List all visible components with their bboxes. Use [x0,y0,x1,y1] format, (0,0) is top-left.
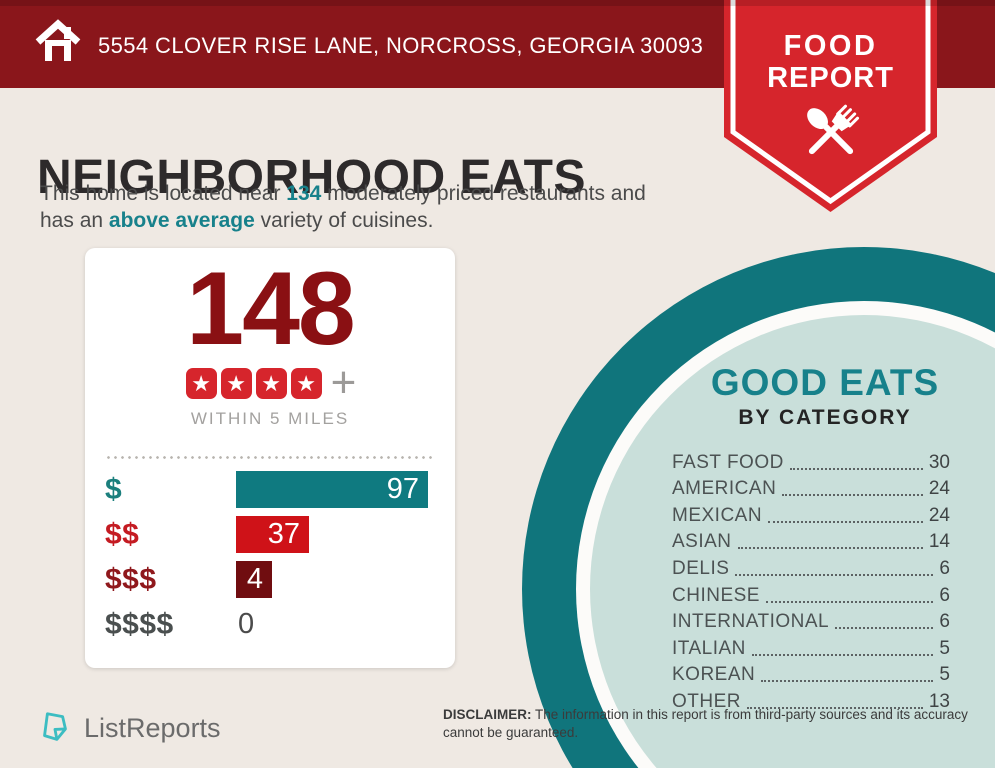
category-label: KOREAN [672,664,756,686]
dot-leader [835,627,934,630]
brand-name: ListReports [84,712,221,743]
dot-leader [737,547,923,550]
star-icon: ★ [290,367,322,399]
category-label: OTHER [672,690,741,712]
badge-title-line2: REPORT [767,62,894,94]
category-row: ITALIAN 5 [672,633,950,660]
price-bar-value: 97 [386,473,419,505]
star-icon: ★ [220,367,252,399]
listreports-logo-icon [43,712,67,741]
price-bar-row: $ 97 [85,471,455,508]
star-icons: ★ ★ ★ ★ [184,367,324,399]
category-row: AMERICAN 24 [672,474,950,501]
disclaimer-body: The information in this report is from t… [443,707,968,740]
category-value: 24 [928,478,950,500]
dot-leader [751,653,934,656]
category-list: FAST FOOD 30 AMERICAN 24 MEXICAN 24 ASIAN 14… [672,447,950,713]
page-title: NEIGHBORHOOD EATS [37,151,586,205]
stats-card: 148 ★ ★ ★ ★ + WITHIN 5 MILES $ 97 $$ 37 $$$… [85,248,455,668]
dot-leader [782,494,923,497]
dot-leader [735,573,934,576]
category-label: INTERNATIONAL [672,611,830,633]
disclaimer-label: DISCLAIMER: [443,707,532,722]
category-row: OTHER 13 [672,686,950,713]
price-bar-value: 4 [246,563,263,595]
good-eats-title: GOOD EATS [710,362,940,403]
intro-line1-suffix: moderately priced restaurants and [321,182,646,205]
good-eats-panel: GOOD EATS BY CATEGORY FAST FOOD 30 AMERIC… [660,362,990,713]
food-report-badge: FOOD REPORT [724,0,937,214]
variety-highlight: above average [108,209,255,232]
category-row: FAST FOOD 30 [672,447,950,474]
category-label: CHINESE [672,584,760,606]
star-rating: ★ ★ ★ ★ + [85,358,455,407]
spoon-fork-icon [807,104,860,155]
intro-line2-suffix: variety of cuisines. [254,209,434,232]
category-label: FAST FOOD [672,451,784,473]
category-value: 30 [928,451,950,473]
radius-label: WITHIN 5 MILES [190,409,350,428]
price-bar-row: $$$ 4 [85,561,455,598]
dotted-divider [105,456,435,459]
price-bar-value: 0 [238,608,255,640]
price-bar: 37 [236,516,309,553]
home-icon [35,19,81,61]
listreports-brand: ListReports [36,708,221,748]
price-bar: 97 [236,471,428,508]
restaurant-count-highlight: 134 [286,182,322,205]
restaurant-count: 148 [186,251,356,367]
price-bar-value: 37 [267,518,300,550]
category-value: 13 [928,690,950,712]
badge-title-line1: FOOD [783,30,878,62]
category-label: MEXICAN [672,504,763,526]
dot-leader [765,600,934,603]
dot-leader [747,706,923,709]
good-eats-subtitle: BY CATEGORY [738,406,912,429]
category-value: 5 [939,664,950,686]
category-value: 6 [939,611,950,633]
plus-icon: + [330,358,357,407]
price-bar: 0 [236,606,263,643]
price-tier-label: $ [105,472,123,506]
price-bar-row: $$$$ 0 [85,606,455,643]
category-row: INTERNATIONAL 6 [672,607,950,634]
category-row: KOREAN 5 [672,660,950,687]
star-icon: ★ [255,367,287,399]
price-tier-label: $$ [105,517,140,551]
category-row: DELIS 6 [672,553,950,580]
category-value: 5 [939,637,950,659]
intro-line1-prefix: This home is located near [40,182,287,205]
top-edge-shade [0,0,995,6]
category-value: 14 [928,531,950,553]
category-value: 24 [928,504,950,526]
intro-line2-prefix: has an [40,209,109,232]
category-label: DELIS [672,557,730,579]
dot-leader [789,467,923,470]
intro-line2: has an above average variety of cuisines… [40,207,646,234]
category-label: ASIAN [672,531,732,553]
property-address: 5554 CLOVER RISE LANE, NORCROSS, GEORGIA… [98,33,704,58]
category-row: CHINESE 6 [672,580,950,607]
category-row: MEXICAN 24 [672,500,950,527]
price-bar: 4 [236,561,272,598]
category-row: ASIAN 14 [672,527,950,554]
price-tier-label: $$$ [105,562,157,596]
category-value: 6 [939,557,950,579]
dot-leader [761,680,934,683]
dot-leader [768,520,923,523]
category-label: ITALIAN [672,637,746,659]
star-icon: ★ [185,367,217,399]
intro-text: This home is located near 134 moderately… [40,180,646,234]
price-bar-row: $$ 37 [85,516,455,553]
category-value: 6 [939,584,950,606]
price-tier-label: $$$$ [105,607,174,641]
ribbon-shape [724,0,937,212]
disclaimer-text: DISCLAIMER: The information in this repo… [443,706,983,741]
intro-line1: This home is located near 134 moderately… [40,180,646,207]
category-label: AMERICAN [672,478,777,500]
